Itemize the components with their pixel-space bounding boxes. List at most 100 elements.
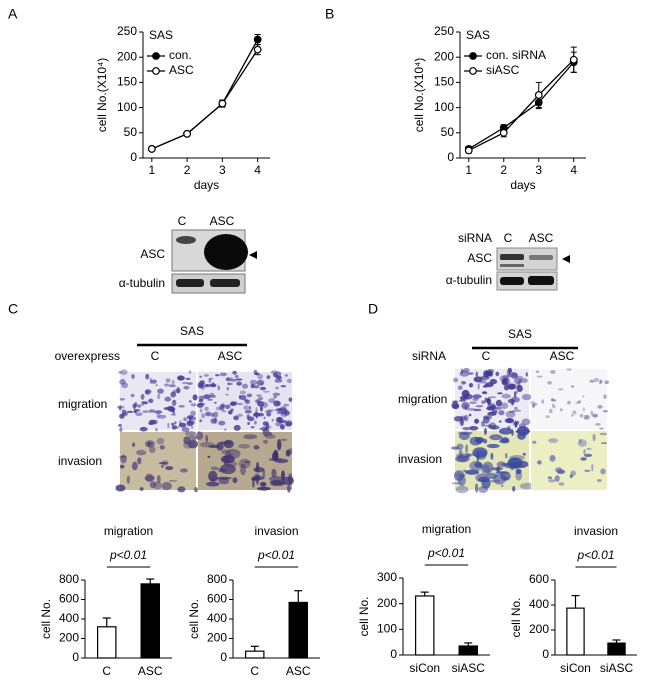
cell-stain	[119, 398, 126, 401]
cell-stain	[481, 464, 491, 476]
cell-stain	[472, 447, 488, 458]
cell-stain	[489, 405, 496, 409]
y-tick-label: 100	[434, 100, 454, 114]
micrograph	[531, 431, 608, 490]
y-axis-label: cell No.(X10⁴)	[95, 58, 109, 133]
cell-stain	[159, 445, 165, 450]
cell-stain	[493, 406, 502, 410]
cell-stain	[603, 394, 607, 399]
cell-stain	[477, 383, 480, 390]
band	[176, 236, 196, 244]
panel-letter: C	[8, 301, 18, 317]
cell-stain	[508, 410, 515, 413]
cell-stain	[589, 379, 595, 383]
cell-stain	[495, 471, 508, 474]
chart-title: migration	[422, 522, 471, 536]
cell-stain	[115, 484, 126, 492]
legend-label: siASC	[486, 63, 520, 77]
cell-stain	[512, 409, 522, 412]
cell-stain	[475, 483, 479, 493]
cell-stain	[597, 405, 603, 409]
cell-stain	[145, 373, 150, 380]
cell-stain	[209, 394, 216, 398]
row-label: α-tubulin	[119, 276, 165, 290]
cell-stain	[266, 375, 271, 379]
cell-stain	[284, 422, 292, 427]
cell-stain	[119, 379, 126, 385]
cell-stain	[118, 405, 122, 411]
cell-stain	[262, 427, 270, 437]
y-tick-label: 600	[529, 572, 549, 586]
cell-stain	[280, 438, 288, 441]
cell-stain	[259, 386, 267, 391]
cell-stain	[236, 381, 242, 386]
cell-stain	[171, 422, 175, 426]
cell-stain	[488, 479, 501, 483]
arrowhead	[249, 251, 257, 259]
cell-stain	[255, 407, 258, 413]
cell-stain	[537, 460, 542, 465]
y-tick-label: 200	[434, 49, 454, 63]
cell-stain	[468, 413, 472, 417]
cell-stain	[503, 476, 509, 481]
cell-stain	[243, 434, 258, 440]
cell-stain	[171, 400, 177, 406]
cell-stain	[271, 468, 277, 478]
cell-stain	[176, 387, 181, 394]
cell-stain	[148, 398, 154, 403]
cell-stain	[274, 371, 282, 377]
bar	[607, 642, 626, 656]
cell-stain	[116, 405, 125, 409]
cell-stain	[577, 439, 587, 447]
lane-label: C	[178, 214, 187, 228]
band	[204, 234, 248, 270]
cell-stain	[463, 367, 470, 373]
cell-stain	[259, 427, 263, 430]
cell-stain	[502, 377, 511, 385]
arrowhead	[562, 255, 570, 263]
row-label: ASC	[467, 251, 492, 265]
cell-stain	[472, 397, 479, 402]
cell-stain	[584, 469, 591, 472]
cell-stain	[171, 425, 177, 430]
cell-stain	[488, 422, 497, 430]
cell-stain	[271, 418, 274, 422]
cell-stain	[164, 396, 172, 402]
cell-stain	[270, 370, 278, 374]
cell-stain	[252, 478, 255, 488]
cell-stain	[558, 482, 565, 486]
x-tick-label: siCon	[560, 661, 591, 675]
micrograph	[116, 369, 198, 433]
cell-stain	[591, 463, 594, 472]
cell-stain	[511, 429, 514, 436]
cell-stain	[288, 397, 293, 402]
cell-stain	[501, 393, 511, 399]
cell-stain	[250, 426, 255, 429]
cell-stain	[550, 369, 556, 374]
bar	[245, 650, 265, 659]
cell-stain	[204, 406, 209, 411]
cell-stain	[507, 372, 518, 378]
cell-stain	[183, 417, 188, 422]
cell-stain	[535, 370, 540, 374]
cell-stain	[559, 408, 563, 412]
cell-stain	[483, 416, 490, 424]
cell-stain	[218, 477, 230, 485]
cell-stain	[209, 392, 215, 396]
cell-stain	[571, 385, 575, 388]
micrograph	[451, 367, 532, 431]
cell-stain	[490, 452, 494, 460]
cell-stain	[459, 395, 468, 400]
bar	[566, 607, 585, 656]
cell-stain	[253, 385, 260, 389]
cell-stain	[273, 449, 279, 459]
cell-stain	[453, 377, 459, 383]
cell-stain	[182, 381, 189, 385]
cell-stain	[464, 404, 468, 411]
legend-marker	[152, 67, 160, 75]
cell-stain	[234, 374, 239, 379]
cell-stain	[547, 476, 553, 480]
cell-stain	[244, 410, 252, 414]
cell-stain	[232, 477, 238, 484]
